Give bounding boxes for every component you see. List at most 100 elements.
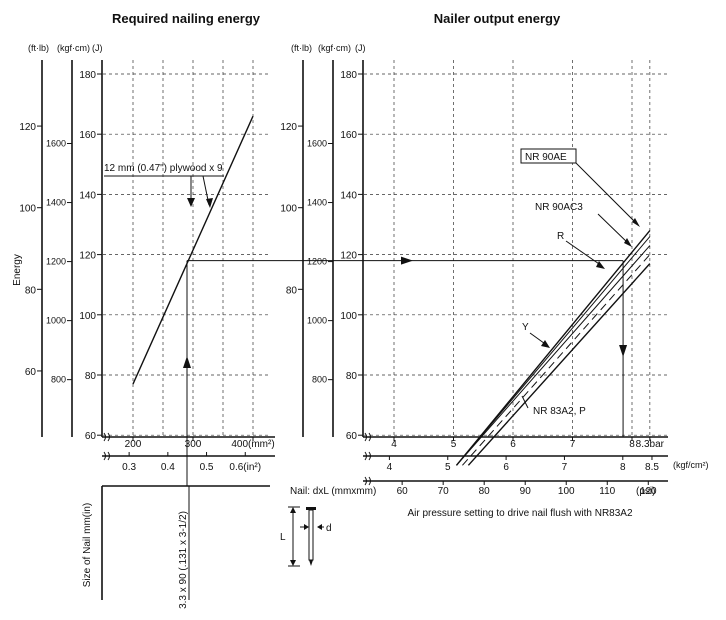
left-j-tick-label: 60 (85, 431, 97, 442)
right-psi-tick-label: 110 (599, 486, 615, 497)
energy-axis-label: Energy (12, 254, 23, 286)
right-unit-ftlb: (ft·lb) (291, 43, 312, 53)
left-j-tick-label: 180 (79, 70, 96, 81)
left-kgfcm-tick-label: 1600 (46, 139, 66, 149)
series-label-nr83a2p: NR 83A2, P (533, 406, 586, 417)
right-j-tick-label: 180 (340, 70, 357, 81)
left-j-tick-label: 140 (79, 190, 96, 201)
right-j-tick-label: 160 (340, 130, 357, 141)
left-grid (97, 60, 268, 436)
nail-legend-title: Nail: dxL (mmxmm) (290, 486, 376, 497)
series-nr83a2p-line (467, 263, 651, 466)
right-j-tick-label: 60 (346, 431, 358, 442)
left-kgfcm-tick-label: 1200 (46, 257, 66, 267)
right-kgfcm2-tick-label: 7 (562, 462, 568, 473)
reference-trace (183, 256, 628, 486)
right-kgfcm-tick-label: 800 (312, 375, 327, 385)
right-x-axis-bar (363, 432, 668, 442)
series-y-line (462, 254, 651, 466)
right-kgfcm-tick-label: 1400 (307, 198, 327, 208)
left-x-axis-mm2 (102, 432, 275, 442)
left-unit-kgfcm: (kgf·cm) (57, 43, 90, 53)
series-nr90ae-line (455, 230, 651, 466)
reference-up-arrow-icon (183, 356, 191, 368)
left-j-tick-label: 120 (79, 251, 96, 262)
left-mm2-tick-label: 300 (185, 439, 202, 450)
right-bar-tick-label: 4 (391, 439, 397, 450)
right-grid (358, 60, 668, 436)
nr90ae-label-box (520, 148, 577, 164)
nail-diameter-label: d (326, 523, 332, 534)
series-label-r: R (557, 231, 564, 242)
right-x-unit-psi: (psi) (636, 486, 655, 497)
left-ftlb-tick-label: 80 (25, 285, 37, 296)
left-mm2-tick-label: 200 (125, 439, 142, 450)
left-unit-j: (J) (92, 43, 103, 53)
right-kgfcm2-tick-label: 5 (445, 462, 451, 473)
left-in2-tick-label: 0.3 (122, 462, 136, 473)
right-kgfcm-tick-label: 1000 (307, 316, 327, 326)
left-x-tick-labels: 200 300 400(mm²) 0.3 0.4 0.5 0.6(in²) (122, 437, 275, 473)
right-x-axis-kgfcm2 (363, 451, 668, 461)
reference-down-arrow-icon (619, 345, 628, 357)
left-j-tick-label: 100 (79, 311, 96, 322)
right-j-tick-label: 120 (340, 251, 357, 262)
right-bar-tick-label: 7 (570, 439, 576, 450)
nail-size-axis-label: Size of Nail mm(in) (82, 503, 93, 587)
left-kgfcm-tick-label: 1400 (46, 198, 66, 208)
series-label-nr90ac3: NR 90AC3 (535, 202, 583, 213)
right-chart-title: Nailer output energy (434, 11, 561, 26)
right-unit-j: (J) (355, 43, 366, 53)
left-ftlb-tick-label: 60 (25, 367, 37, 378)
nail-size-panel (101, 485, 270, 600)
left-j-tick-label: 80 (85, 371, 97, 382)
nail-diagram-icon (288, 506, 324, 567)
right-ftlb-tick-label: 120 (280, 122, 297, 133)
left-ftlb-tick-label: 100 (19, 204, 36, 215)
right-kgfcm2-tick-label: 8 (620, 462, 626, 473)
nail-length-label: L (280, 532, 286, 543)
r-leader (565, 240, 603, 267)
right-tick-labels: 60 80 100 120 140 160 180 800 1000 1200 1400 1600 80… (280, 70, 357, 442)
right-unit-kgfcm: (kgf·cm) (318, 43, 351, 53)
left-unit-ftlb: (ft·lb) (28, 43, 49, 53)
left-in2-tick-label: 0.6(in²) (229, 462, 261, 473)
right-kgfcm2-tick-label: 8.5 (645, 462, 659, 473)
right-kgfcm-tick-label: 1200 (307, 257, 327, 267)
left-tick-labels: 60 80 100 120 140 160 180 800 1000 1200 1400 1600 60… (19, 70, 96, 442)
leader-arrowheads (541, 218, 640, 348)
left-in2-tick-label: 0.5 (200, 462, 214, 473)
left-chart-title: Required nailing energy (112, 11, 261, 26)
right-psi-tick-label: 60 (397, 486, 409, 497)
right-kgfcm-tick-label: 1600 (307, 139, 327, 149)
nail-size-value: 3.3 x 90 (.131 x 3-1/2) (178, 511, 189, 609)
right-psi-tick-label: 120 (640, 486, 657, 497)
left-series-plywood-line (132, 115, 254, 385)
series-nr90ac3-line (456, 236, 651, 466)
plywood-arrowheads (187, 198, 213, 208)
right-j-tick-label: 100 (340, 311, 357, 322)
series-r-line (456, 245, 651, 466)
right-x-axis-caption: Air pressure setting to drive nail flush… (407, 508, 633, 519)
left-mm2-tick-label: 400(mm²) (231, 439, 274, 450)
right-ftlb-tick-label: 80 (286, 285, 298, 296)
right-psi-tick-label: 80 (479, 486, 491, 497)
right-psi-tick-label: 70 (438, 486, 450, 497)
right-ftlb-tick-label: 100 (280, 204, 297, 215)
right-kgfcm2-tick-label: 4 (387, 462, 393, 473)
right-psi-tick-label: 100 (558, 486, 575, 497)
right-x-unit-kgfcm2: (kgf/cm²) (673, 460, 709, 470)
left-ftlb-tick-label: 120 (19, 122, 36, 133)
left-kgfcm-tick-label: 800 (51, 375, 66, 385)
left-kgfcm-tick-label: 1000 (46, 316, 66, 326)
left-in2-tick-label: 0.4 (161, 462, 175, 473)
right-x-axis-psi (363, 476, 668, 486)
left-j-tick-label: 160 (79, 130, 96, 141)
right-bar-tick-label: 8.3bar (636, 439, 665, 450)
right-series-lines (455, 230, 651, 466)
nr90ac3-leader (597, 213, 631, 246)
right-psi-tick-label: 90 (520, 486, 532, 497)
right-bar-tick-label: 6 (510, 439, 516, 450)
